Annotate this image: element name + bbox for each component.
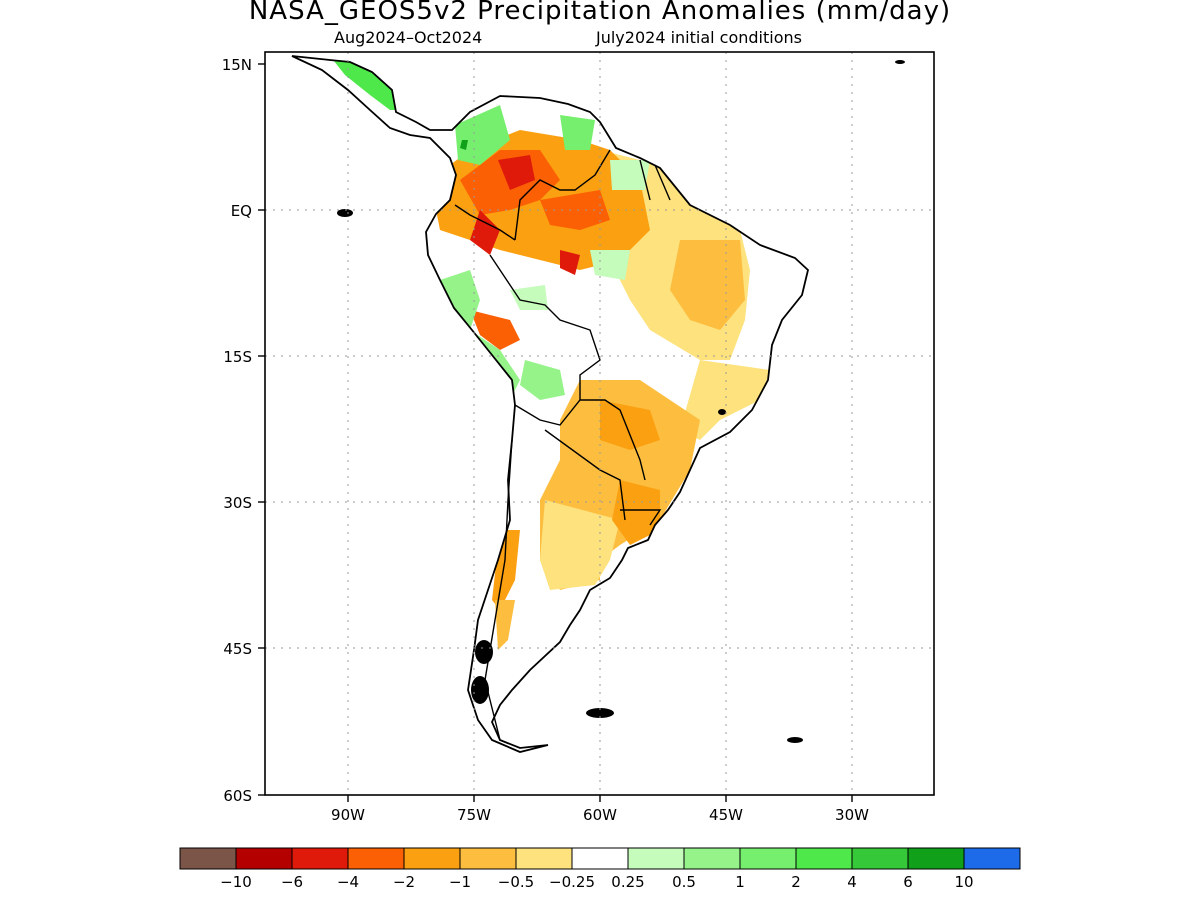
colorbar-swatch — [963, 847, 1021, 870]
initial-conditions: July2024 initial conditions — [596, 28, 802, 47]
colorbar-swatch — [739, 847, 797, 870]
colorbar-label: 1 — [735, 873, 745, 891]
latitude-labels: 15N EQ 15S 30S 45S 60S — [222, 56, 252, 805]
axis-ticks — [258, 63, 853, 802]
colorbar-label: −6 — [281, 873, 303, 891]
coastline — [291, 55, 809, 753]
lat-label: 60S — [223, 787, 252, 805]
colorbar-label: 0.5 — [672, 873, 696, 891]
forecast-period: Aug2024–Oct2024 — [334, 28, 483, 47]
islands — [337, 60, 905, 743]
lon-label: 30W — [835, 806, 869, 824]
colorbar-label: −2 — [393, 873, 415, 891]
colorbar-label: 4 — [847, 873, 857, 891]
lon-label: 90W — [331, 806, 365, 824]
colorbar-label: 10 — [954, 873, 973, 891]
lat-label: 30S — [223, 494, 252, 512]
lat-label: 45S — [223, 640, 252, 658]
longitude-labels: 90W 75W 60W 45W 30W — [331, 806, 869, 824]
colorbar-swatch — [459, 847, 517, 870]
colorbar-swatch — [291, 847, 349, 870]
lat-label: 15S — [223, 348, 252, 366]
colorbar: −10 −6 −4 −2 −1 −0.5 −0.25 0.25 0.5 1 2 4 6 10 — [179, 847, 1021, 891]
colorbar-label: 6 — [903, 873, 913, 891]
colorbar-swatch — [907, 847, 965, 870]
colorbar-swatch — [627, 847, 685, 870]
colorbar-swatch — [571, 847, 629, 870]
colorbar-label: −4 — [337, 873, 359, 891]
colorbar-label: −0.5 — [498, 873, 534, 891]
lat-label: 15N — [222, 56, 252, 74]
colorbar-swatch — [179, 847, 237, 870]
colorbar-label: 0.25 — [611, 873, 644, 891]
lon-label: 45W — [709, 806, 743, 824]
colorbar-swatch — [851, 847, 909, 870]
colorbar-swatch — [347, 847, 405, 870]
colorbar-swatch — [795, 847, 853, 870]
colorbar-label: −10 — [220, 873, 252, 891]
lat-label: EQ — [231, 202, 252, 220]
colorbar-label: −0.25 — [549, 873, 595, 891]
colorbar-swatch — [515, 847, 573, 870]
colorbar-label: 2 — [791, 873, 801, 891]
lon-label: 75W — [457, 806, 491, 824]
colorbar-swatch — [403, 847, 461, 870]
colorbar-swatch — [235, 847, 293, 870]
lon-label: 60W — [583, 806, 617, 824]
map-title: NASA_GEOS5v2 Precipitation Anomalies (mm… — [248, 0, 952, 26]
colorbar-swatch — [683, 847, 741, 870]
colorbar-label: −1 — [449, 873, 471, 891]
